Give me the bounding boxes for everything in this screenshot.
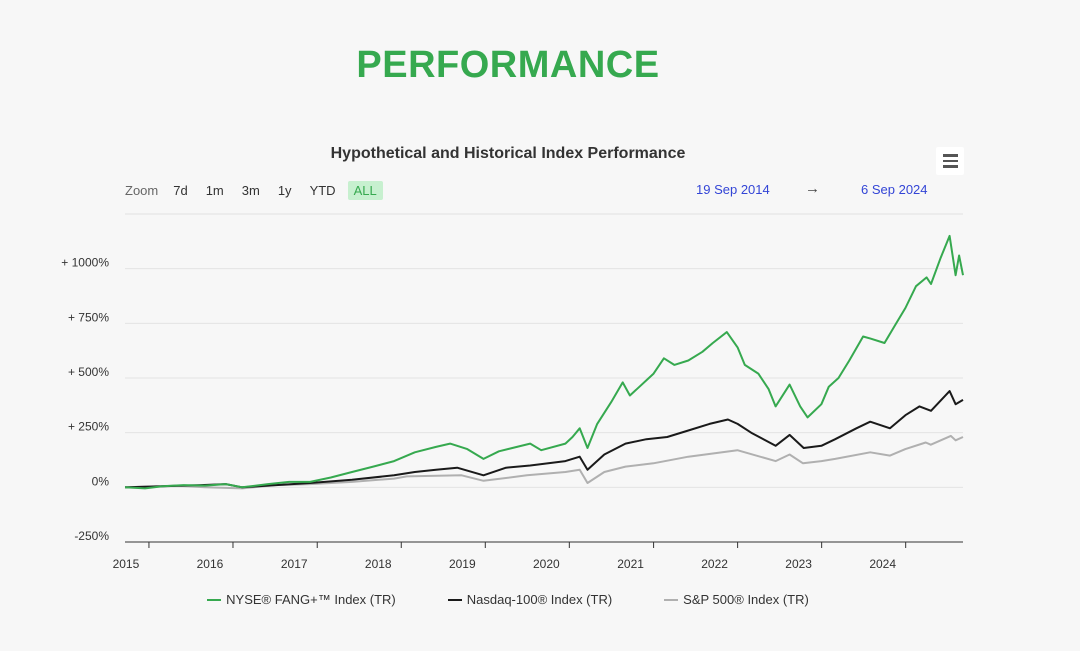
hamburger-menu-icon xyxy=(942,154,958,157)
y-tick-label: + 250% xyxy=(68,420,109,434)
page-title: PERFORMANCE xyxy=(356,44,660,86)
chart-legend: NYSE® FANG+™ Index (TR) Nasdaq-100® Inde… xyxy=(0,592,1016,607)
hamburger-menu-icon-bar xyxy=(942,159,958,163)
x-tick-label: 2020 xyxy=(533,557,560,571)
zoom-1m-button[interactable]: 1m xyxy=(205,182,224,198)
chart-title: Hypothetical and Historical Index Perfor… xyxy=(330,145,686,162)
y-tick-label: 0% xyxy=(92,474,110,488)
zoom-label: Zoom xyxy=(125,182,159,198)
x-tick-label: 2017 xyxy=(281,557,308,571)
date-from-input[interactable]: 19 Sep 2014 xyxy=(696,182,770,197)
y-tick-label: + 1000% xyxy=(61,256,109,270)
nasdaq-series-line xyxy=(124,390,964,489)
x-tick-label: 2018 xyxy=(365,557,392,571)
x-tick-label: 2016 xyxy=(197,557,224,571)
y-tick-label: + 750% xyxy=(68,310,109,324)
legend-label: S&P 500® Index (TR) xyxy=(683,592,809,607)
x-tick-label: 2022 xyxy=(701,557,728,571)
sp500-series-line xyxy=(124,434,964,490)
legend-item-nasdaq[interactable]: Nasdaq-100® Index (TR) xyxy=(447,592,613,607)
zoom-1y-button[interactable]: 1y xyxy=(277,182,292,198)
zoom-ytd-button[interactable]: YTD xyxy=(309,182,336,198)
legend-item-sp500[interactable]: S&P 500® Index (TR) xyxy=(664,592,809,607)
x-tick-label: 2023 xyxy=(785,557,812,571)
date-range-arrow: → xyxy=(805,180,820,197)
hamburger-menu-icon-bar xyxy=(942,165,958,168)
x-tick-label: 2024 xyxy=(869,557,896,571)
range-selector: Zoom 7d 1m 3m 1y YTD ALL xyxy=(125,180,386,200)
chart-menu-button[interactable] xyxy=(936,147,964,175)
legend-swatch-icon xyxy=(447,598,462,601)
x-tick-label: 2015 xyxy=(113,557,140,571)
legend-item-fang[interactable]: NYSE® FANG+™ Index (TR) xyxy=(207,592,396,607)
zoom-all-button[interactable]: ALL xyxy=(347,180,383,200)
legend-swatch-icon xyxy=(664,598,679,601)
zoom-3m-button[interactable]: 3m xyxy=(241,182,260,198)
legend-swatch-icon xyxy=(207,598,222,601)
legend-label: Nasdaq-100® Index (TR) xyxy=(466,592,613,607)
x-tick-label: 2019 xyxy=(449,557,476,571)
date-to-input[interactable]: 6 Sep 2024 xyxy=(861,182,928,197)
zoom-7d-button[interactable]: 7d xyxy=(173,182,188,198)
legend-label: NYSE® FANG+™ Index (TR) xyxy=(226,592,396,607)
x-tick-label: 2021 xyxy=(617,557,644,571)
fang-series-line xyxy=(124,234,964,490)
y-tick-label: -250% xyxy=(74,529,109,543)
y-tick-label: + 500% xyxy=(68,365,109,379)
